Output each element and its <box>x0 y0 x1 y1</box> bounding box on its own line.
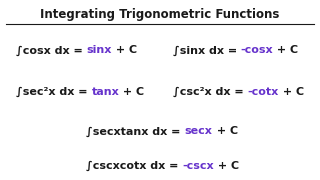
Text: ∫cosx dx =: ∫cosx dx = <box>16 45 87 56</box>
Text: ∫cscxcotx dx =: ∫cscxcotx dx = <box>86 160 183 171</box>
Text: + C: + C <box>214 161 239 171</box>
Text: + C: + C <box>278 87 304 97</box>
Text: + C: + C <box>212 126 238 136</box>
Text: ∫secxtanx dx =: ∫secxtanx dx = <box>86 126 185 137</box>
Text: ∫sinx dx =: ∫sinx dx = <box>173 45 241 56</box>
Text: tanx: tanx <box>92 87 119 97</box>
Text: sinx: sinx <box>87 45 112 55</box>
Text: + C: + C <box>273 45 299 55</box>
Text: -cotx: -cotx <box>247 87 278 97</box>
Text: secx: secx <box>185 126 212 136</box>
Text: + C: + C <box>112 45 137 55</box>
Text: Integrating Trigonometric Functions: Integrating Trigonometric Functions <box>40 8 280 21</box>
Text: -cosx: -cosx <box>241 45 273 55</box>
Text: + C: + C <box>119 87 144 97</box>
Text: ∫sec²x dx =: ∫sec²x dx = <box>16 87 92 97</box>
Text: ∫csc²x dx =: ∫csc²x dx = <box>173 87 247 97</box>
Text: -cscx: -cscx <box>183 161 214 171</box>
